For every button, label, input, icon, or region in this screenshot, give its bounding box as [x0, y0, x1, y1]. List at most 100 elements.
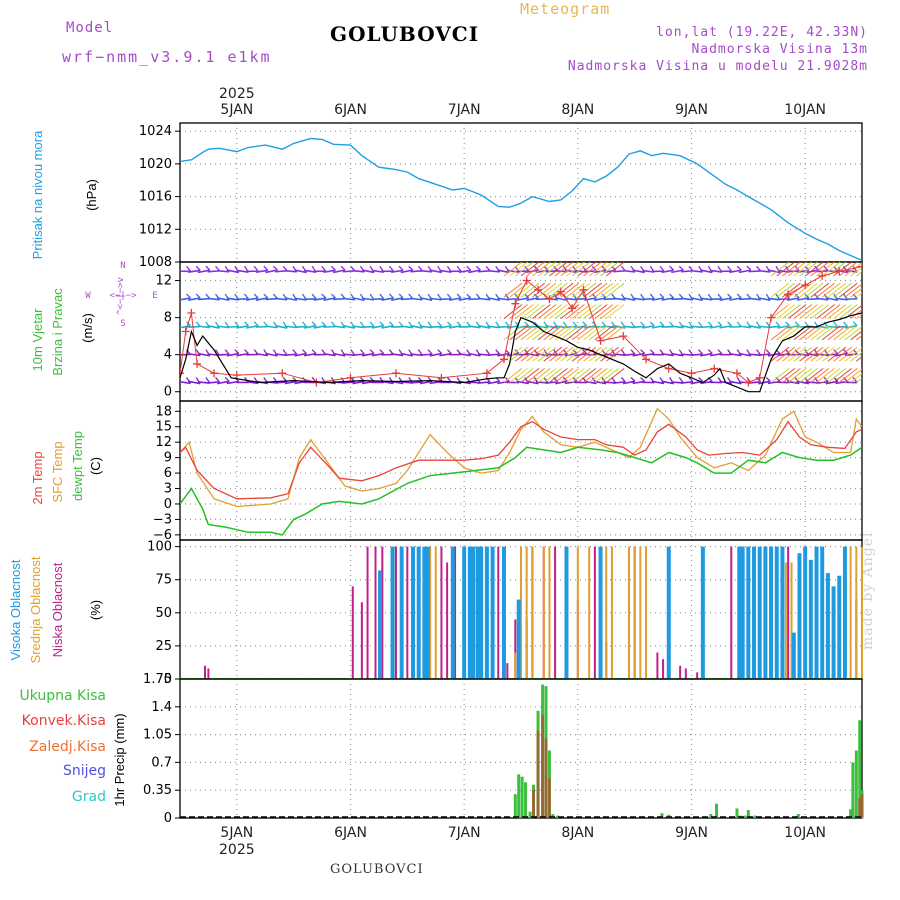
- cloud-bar: [684, 668, 687, 679]
- wind-barb-head: [369, 349, 375, 354]
- pressure-ytick-label: 1020: [139, 157, 172, 172]
- cloud-bar: [484, 546, 489, 679]
- cloud-bar: [752, 546, 757, 679]
- cloud-bar: [394, 546, 397, 679]
- wind-barb: [429, 325, 442, 328]
- wind-strong-barb: [532, 346, 551, 362]
- wind-barb: [555, 297, 568, 302]
- wind-barb: [236, 325, 249, 329]
- wind-barb: [700, 352, 713, 357]
- wind-barb-head: [717, 321, 723, 327]
- wind-barb-head: [504, 321, 510, 327]
- wind-barb: [410, 297, 423, 301]
- wind-strong-barb: [594, 346, 614, 362]
- wind-ytick-label: 0: [164, 385, 172, 400]
- cloud-bar: [593, 546, 596, 679]
- wind-strong-barb: [804, 325, 824, 341]
- wind-strong-barb: [526, 304, 546, 319]
- wind-barb: [680, 381, 694, 384]
- wind-barb-head: [379, 321, 385, 327]
- wind-gust-marker: [858, 262, 862, 271]
- wind-strong-barb: [514, 346, 534, 362]
- wind-gust-marker: [346, 373, 355, 382]
- wind-strong-barb: [594, 304, 614, 319]
- wind-barb-head: [466, 265, 472, 271]
- wind-barb: [236, 352, 249, 357]
- wind-strong-barb: [861, 381, 862, 383]
- pressure-line: [180, 137, 862, 262]
- wind-barb-head: [253, 265, 259, 272]
- wind-barb-head: [244, 321, 249, 327]
- wind-gust-marker: [664, 364, 673, 373]
- wind-barb-head: [785, 321, 791, 327]
- bottom-day-label: 5JAN: [220, 825, 253, 841]
- wind-barb: [671, 352, 684, 357]
- wind-barb: [661, 297, 674, 301]
- wind-strong-barb: [577, 325, 597, 341]
- wind-barb: [217, 353, 230, 356]
- cloud-bar: [374, 546, 377, 679]
- wind-barb: [584, 380, 597, 385]
- pressure-unit-label: (hPa): [84, 179, 99, 211]
- wind-barb-head: [408, 377, 414, 384]
- wind-strong-barb: [816, 304, 835, 319]
- wind-barb: [777, 297, 790, 301]
- wind-barb-head: [369, 321, 375, 327]
- wind-strong-barb: [526, 325, 546, 341]
- station-coordinates: lon,lat (19.22E, 42.33N): [656, 25, 868, 40]
- wind-barb-head: [640, 321, 646, 327]
- precipitation-ytick-label: 1.4: [151, 700, 172, 715]
- wind-barb: [758, 297, 771, 302]
- cloud-bar: [662, 659, 665, 679]
- wind-barb: [226, 325, 239, 328]
- wind-barb: [284, 297, 297, 302]
- wind-barb: [284, 353, 297, 356]
- wind-strong-barb: [503, 262, 523, 277]
- wind-strong-barb: [776, 368, 796, 383]
- bottom-day-label: 9JAN: [675, 825, 708, 841]
- wind-strong-barb: [816, 346, 835, 362]
- compass-we-arrows: <−|−>: [109, 291, 137, 301]
- wind-barb-head: [292, 349, 298, 355]
- wind-strong-barb: [509, 346, 528, 362]
- top-day-label: 8JAN: [561, 102, 594, 118]
- wind-barb: [439, 324, 452, 329]
- wind-strong-barb: [514, 325, 534, 341]
- wind-barb: [738, 325, 752, 329]
- wind-barb: [323, 297, 336, 301]
- wind-barb-head: [379, 349, 385, 355]
- dewpoint-label: dewpt Temp: [70, 431, 85, 501]
- wind-strong-barb: [821, 262, 841, 277]
- compass-west: W: [85, 291, 91, 301]
- cloud-bar: [737, 546, 742, 679]
- cloud-bar: [610, 546, 613, 679]
- wind-strong-barb: [566, 325, 585, 341]
- temperature-ytick-label: 3: [164, 482, 172, 497]
- wind-strong-barb: [566, 262, 585, 277]
- wind-barb: [255, 353, 268, 357]
- wind-strong-barb: [560, 262, 580, 277]
- wind-gust-marker: [522, 276, 531, 285]
- wind-strong-barb: [810, 346, 830, 362]
- wind-strong-barb: [833, 368, 852, 383]
- wind-barb: [419, 380, 433, 385]
- cloud-bar: [803, 546, 808, 679]
- cloud-bar: [450, 546, 455, 679]
- wind-strong-barb: [793, 325, 813, 341]
- precip-bar: [532, 790, 536, 818]
- wind-strong-barb: [838, 325, 858, 341]
- cloud-bar: [501, 546, 506, 679]
- wind-strong-barb: [850, 308, 862, 319]
- wind-barb-head: [331, 293, 336, 299]
- cloud-panel: 0 25 50 75 100: [147, 539, 863, 687]
- wind-strong-barb: [855, 356, 862, 362]
- cloud-bar: [861, 546, 863, 679]
- wind-gust-marker: [596, 336, 605, 345]
- wind-barb: [400, 325, 413, 329]
- wind-strong-barb: [799, 346, 818, 362]
- wind-barb: [816, 297, 829, 301]
- wind-gust-marker: [568, 304, 577, 313]
- model-name: wrf−nmm_v3.9.1 e1km: [62, 48, 272, 66]
- wind-barb-head: [253, 293, 259, 299]
